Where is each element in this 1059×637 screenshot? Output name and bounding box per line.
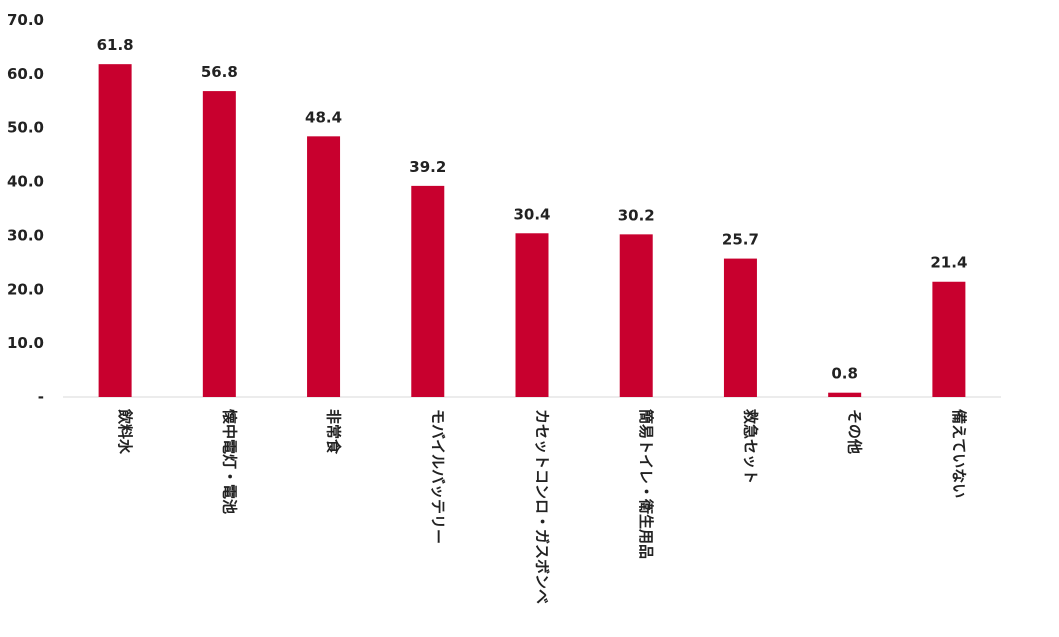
bar [515,233,549,397]
bar [619,234,653,397]
data-label: 39.2 [409,158,446,176]
y-tick-label: 60.0 [7,65,44,83]
data-label: 0.8 [831,365,858,383]
bar [411,185,445,397]
category-label: 非常食 [325,409,343,455]
category-label: 救急セット [741,409,759,484]
bar [828,392,862,397]
bar [307,136,341,397]
bar [723,258,757,397]
category-label: 懐中電灯・電池 [220,409,238,514]
data-label: 25.7 [722,231,759,249]
category-label: その他 [846,409,864,454]
data-label: 30.2 [618,206,655,224]
data-label: 30.4 [513,205,550,223]
bar [932,281,966,397]
category-label: 簡易トイレ・衛生用品 [637,409,655,559]
category-label: 備えていない [950,409,968,498]
y-tick-label: 70.0 [7,11,44,29]
category-label: カセットコンロ・ガスボンベ [533,409,551,604]
data-label: 56.8 [201,63,238,81]
y-tick-label: 40.0 [7,173,44,191]
data-label: 21.4 [930,254,967,272]
y-tick-label: 20.0 [7,280,44,298]
bar [202,91,236,397]
y-tick-label: 30.0 [7,226,44,244]
y-tick-label: 10.0 [7,334,44,352]
category-label: 飲料水 [116,408,134,455]
y-tick-label: 50.0 [7,119,44,137]
bar [98,64,132,398]
data-label: 61.8 [97,36,134,54]
data-label: 48.4 [305,108,342,126]
category-label: モバイルバッテリー [429,409,447,544]
y-tick-label: - [38,388,44,406]
